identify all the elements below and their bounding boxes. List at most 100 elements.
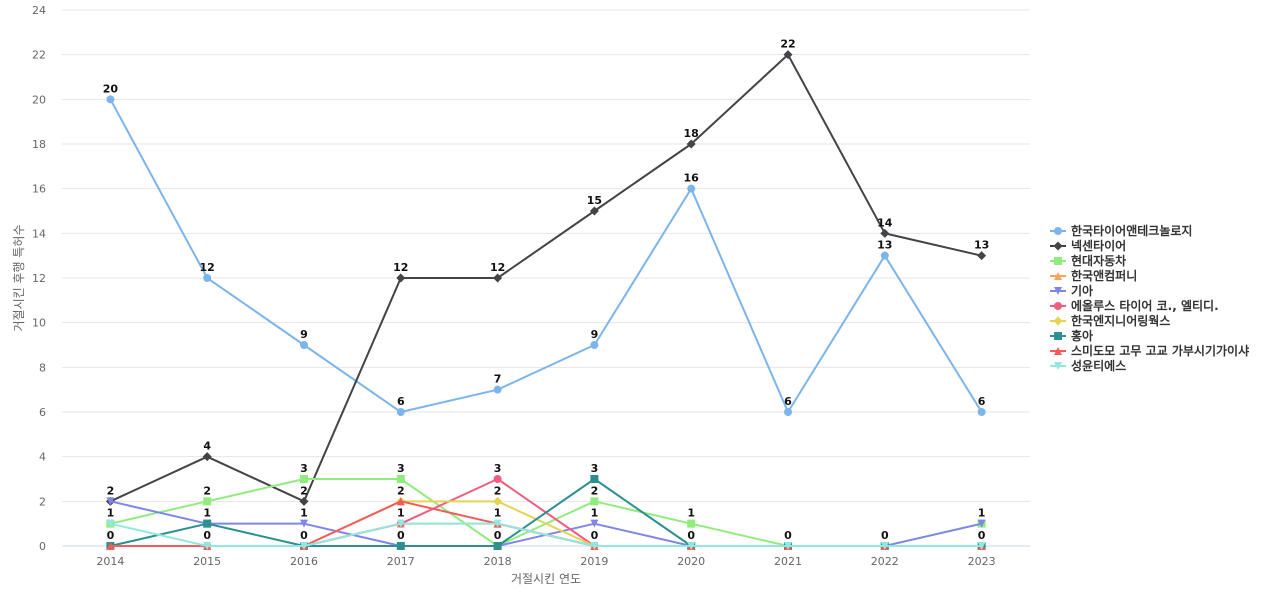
data-point <box>784 408 792 416</box>
legend-item[interactable]: 한국앤컴퍼니 <box>1050 268 1137 283</box>
data-point <box>106 95 115 104</box>
data-label: 1 <box>300 507 308 520</box>
legend-label: 에올루스 타이어 코., 엘티디. <box>1071 298 1219 313</box>
legend-item[interactable]: 기아 <box>1050 283 1093 298</box>
data-label: 9 <box>591 328 599 341</box>
data-point <box>493 273 503 283</box>
data-point <box>977 251 987 261</box>
legend-label: 스미도모 고무 고교 가부시기가이샤 <box>1071 343 1249 358</box>
data-point <box>106 519 115 528</box>
data-point <box>783 50 793 60</box>
legend-marker <box>1054 287 1062 295</box>
data-label: 0 <box>591 529 599 542</box>
data-label: 0 <box>300 529 308 542</box>
y-tick-label: 0 <box>39 540 46 553</box>
gridlines <box>62 9 1030 502</box>
legend-marker <box>1054 347 1062 355</box>
data-label: 2 <box>494 484 502 497</box>
y-tick-label: 4 <box>39 451 46 464</box>
data-point <box>687 542 696 550</box>
y-tick-label: 16 <box>32 183 46 196</box>
legend-marker <box>1054 302 1062 310</box>
legend-item[interactable]: 스미도모 고무 고교 가부시기가이샤 <box>1050 343 1249 358</box>
data-label: 13 <box>974 239 989 252</box>
data-point <box>590 475 599 483</box>
x-axis-ticks: 2014 2015 2016 2017 2018 2019 2020 2021 2022 2023 <box>96 555 995 568</box>
y-tick-label: 14 <box>32 227 46 240</box>
legend-item[interactable]: 에올루스 타이어 코., 엘티디. <box>1050 298 1219 313</box>
data-label: 4 <box>203 440 211 453</box>
data-point <box>396 542 405 550</box>
data-label: 1 <box>978 507 986 520</box>
data-point <box>106 542 115 550</box>
series-0 <box>106 95 986 416</box>
data-label: 15 <box>587 194 602 207</box>
legend-marker <box>1054 227 1062 235</box>
data-point <box>977 519 986 528</box>
data-label: 12 <box>200 261 215 274</box>
y-tick-label: 6 <box>39 406 46 419</box>
y-axis-title: 거절시킨 후행 특허수 <box>11 225 26 332</box>
series-line <box>110 478 982 547</box>
data-point <box>589 206 599 216</box>
data-label: 0 <box>397 529 405 542</box>
legend-item[interactable]: 성윤티에스 <box>1050 358 1126 373</box>
data-labels: 20 2 1 0 12 4 2 1 0 9 3 2 1 0 12 6 3 2 1 0 12 7 3 2 1 0 15 9 3 2 1 0 18 1… <box>103 38 990 542</box>
data-point <box>784 542 792 550</box>
x-tick-label: 2022 <box>871 555 899 568</box>
data-point <box>977 408 986 416</box>
data-label: 13 <box>877 239 892 252</box>
data-label: 2 <box>397 484 405 497</box>
data-label: 0 <box>978 529 986 542</box>
data-point <box>687 184 696 193</box>
data-label: 1 <box>494 507 502 520</box>
legend-item[interactable]: 넥센타이어 <box>1050 238 1126 253</box>
data-label: 0 <box>784 529 792 542</box>
y-tick-label: 12 <box>32 272 46 285</box>
data-label: 1 <box>591 507 599 520</box>
data-point <box>590 341 599 349</box>
data-label: 0 <box>687 529 695 542</box>
data-point <box>880 228 890 238</box>
data-label: 1 <box>687 507 695 520</box>
data-point <box>396 497 405 506</box>
data-point <box>493 519 502 528</box>
x-axis-title: 거절시킨 연도 <box>511 572 581 586</box>
y-tick-label: 10 <box>32 317 46 330</box>
data-point <box>202 452 212 462</box>
data-label: 6 <box>397 395 405 408</box>
data-label: 2 <box>591 484 599 497</box>
data-label: 0 <box>881 529 889 542</box>
data-point <box>880 251 889 260</box>
legend-item[interactable]: 한국엔지니어링웍스 <box>1050 313 1170 328</box>
legend-marker <box>1054 257 1062 265</box>
legend-label: 한국타이어앤테크놀로지 <box>1071 223 1192 238</box>
legend-item[interactable]: 현대자동차 <box>1050 253 1126 268</box>
y-tick-label: 24 <box>32 4 46 17</box>
data-label: 1 <box>203 507 211 520</box>
data-point <box>203 274 212 282</box>
data-label: 3 <box>300 462 308 475</box>
data-label: 16 <box>684 172 700 185</box>
y-tick-label: 22 <box>32 49 46 62</box>
data-point <box>590 542 599 550</box>
data-point <box>203 519 212 528</box>
legend-item[interactable]: 한국타이어앤테크놀로지 <box>1050 223 1192 238</box>
data-label: 3 <box>494 462 502 475</box>
series-line <box>109 98 983 413</box>
data-label: 1 <box>397 507 405 520</box>
legend-label: 한국앤컴퍼니 <box>1071 268 1137 283</box>
x-tick-label: 2023 <box>968 555 996 568</box>
y-tick-label: 18 <box>32 138 46 151</box>
x-tick-label: 2020 <box>677 555 705 568</box>
data-point <box>300 519 308 528</box>
data-label: 7 <box>494 373 502 386</box>
legend-label: 홍아 <box>1071 328 1093 343</box>
series-group <box>105 50 987 551</box>
data-label: 0 <box>203 529 211 542</box>
data-point <box>396 273 406 283</box>
data-point <box>880 542 889 550</box>
legend-item[interactable]: 홍아 <box>1050 328 1093 343</box>
